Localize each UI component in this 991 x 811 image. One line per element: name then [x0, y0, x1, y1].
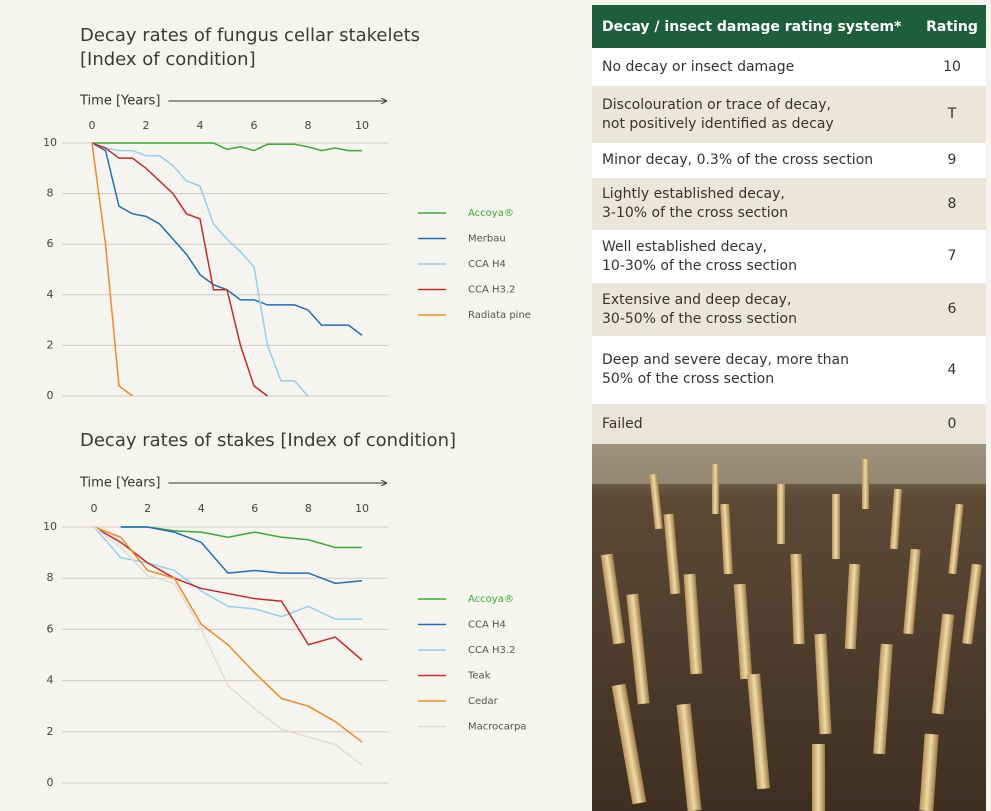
chart-title: Decay rates of fungus cellar stakelets [80, 25, 420, 46]
description-line: 30-50% of the cross section [602, 310, 908, 329]
description-line: Failed [602, 415, 908, 434]
x-tick-label: 2 [144, 502, 151, 515]
y-tick-label: 8 [47, 187, 54, 200]
y-tick-label: 4 [47, 288, 54, 301]
description-line: Extensive and deep decay, [602, 291, 908, 310]
description-line: 50% of the cross section [602, 370, 908, 389]
rating-cell: 0 [918, 404, 986, 444]
rating-cell: 6 [918, 283, 986, 336]
description-line: Well established decay, [602, 238, 908, 257]
x-tick-label: 0 [89, 119, 96, 132]
description-line: Minor decay, 0.3% of the cross section [602, 151, 908, 170]
description-line: Discolouration or trace of decay, [602, 96, 908, 115]
chart-subtitle: [Index of condition] [80, 49, 256, 70]
x-tick-label: 10 [355, 502, 369, 515]
legend-label: CCA H4 [468, 259, 506, 270]
chart-title: Decay rates of stakes [Index of conditio… [80, 430, 456, 451]
data-line [92, 143, 362, 151]
y-tick-label: 6 [47, 237, 54, 250]
description-line: Lightly established decay, [602, 185, 908, 204]
x-tick-label: 6 [251, 502, 258, 515]
rating-cell: 4 [918, 336, 986, 404]
legend-label: CCA H4 [468, 620, 506, 631]
description-cell: Discolouration or trace of decay,not pos… [592, 86, 918, 143]
table-row: Failed 0 [592, 404, 986, 444]
legend-label: Radiata pine [468, 310, 531, 321]
x-axis-label: Time [Years] [79, 94, 160, 109]
legend-label: CCA H3.2 [468, 285, 515, 296]
x-tick-label: 0 [91, 502, 98, 515]
rating-cell: 10 [918, 48, 986, 86]
rating-cell: 8 [918, 178, 986, 230]
data-line [94, 527, 362, 742]
legend-label: Accoya® [468, 594, 514, 605]
description-line: not positively identified as decay [602, 115, 908, 134]
header-cell: Rating [918, 5, 986, 48]
x-tick-label: 4 [197, 119, 204, 132]
description-cell: Well established decay,10-30% of the cro… [592, 230, 918, 283]
data-line [121, 527, 362, 583]
description-cell: No decay or insect damage [592, 48, 918, 86]
y-tick-label: 0 [47, 776, 54, 789]
table-row: No decay or insect damage 10 [592, 48, 986, 86]
data-line [92, 143, 308, 396]
stakes-photo [592, 444, 986, 811]
description-line: No decay or insect damage [602, 58, 908, 77]
table-row: Minor decay, 0.3% of the cross section 9 [592, 143, 986, 178]
y-tick-label: 0 [47, 389, 54, 402]
x-axis-label: Time [Years] [79, 476, 160, 491]
data-line [121, 527, 362, 547]
description-line: 10-30% of the cross section [602, 257, 908, 276]
rating-table: Decay / insect damage rating system*Rati… [592, 5, 986, 444]
y-tick-label: 2 [47, 338, 54, 351]
legend-label: Merbau [468, 234, 506, 245]
y-tick-label: 4 [47, 674, 54, 687]
data-line [92, 143, 268, 396]
rating-cell: T [918, 86, 986, 143]
legend-label: CCA H3.2 [468, 645, 515, 656]
legend-label: Cedar [468, 696, 499, 707]
description-cell: Minor decay, 0.3% of the cross section [592, 143, 918, 178]
description-line: 3-10% of the cross section [602, 204, 908, 223]
legend-label: Accoya® [468, 208, 514, 219]
table-header: Decay / insect damage rating system*Rati… [592, 5, 986, 48]
charts-area: Decay rates of fungus cellar stakelets [I… [0, 0, 580, 811]
x-tick-label: 8 [305, 502, 312, 515]
y-tick-label: 6 [47, 622, 54, 635]
table-row: Discolouration or trace of decay,not pos… [592, 86, 986, 143]
table-row: Lightly established decay,3-10% of the c… [592, 178, 986, 230]
table-row: Well established decay,10-30% of the cro… [592, 230, 986, 283]
rating-cell: 9 [918, 143, 986, 178]
x-tick-label: 8 [305, 119, 312, 132]
x-tick-label: 2 [143, 119, 150, 132]
rating-cell: 7 [918, 230, 986, 283]
x-tick-label: 4 [198, 502, 205, 515]
description-cell: Lightly established decay,3-10% of the c… [592, 178, 918, 230]
description-line: Deep and severe decay, more than [602, 351, 908, 370]
y-tick-label: 2 [47, 725, 54, 738]
header-cell: Decay / insect damage rating system* [592, 5, 918, 48]
y-tick-label: 10 [43, 520, 57, 533]
y-tick-label: 10 [43, 136, 57, 149]
page: {"chart_data": [ {"type": "line", "title… [0, 0, 991, 811]
data-line [94, 527, 362, 765]
legend-label: Macrocarpa [468, 722, 526, 733]
legend-label: Teak [467, 671, 491, 682]
y-tick-label: 8 [47, 571, 54, 584]
description-cell: Extensive and deep decay,30-50% of the c… [592, 283, 918, 336]
x-tick-label: 6 [251, 119, 258, 132]
description-cell: Failed [592, 404, 918, 444]
table-row: Extensive and deep decay,30-50% of the c… [592, 283, 986, 336]
x-tick-label: 10 [355, 119, 369, 132]
data-line [94, 527, 362, 660]
